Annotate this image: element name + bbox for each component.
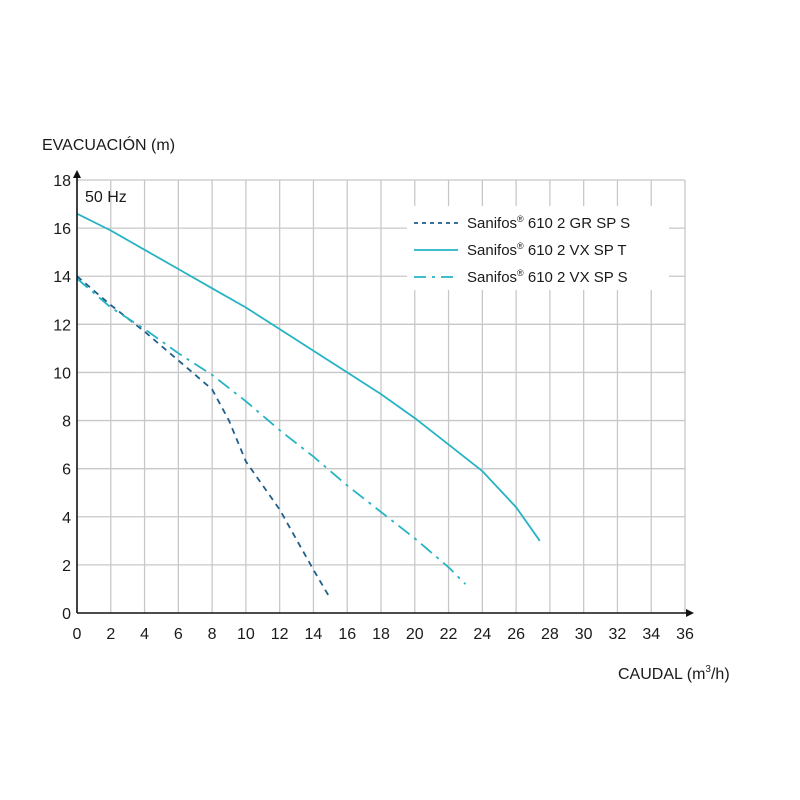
legend-label-2-sup: ® <box>517 268 524 278</box>
legend-label-0-sup: ® <box>517 214 524 224</box>
y-tick-label-16: 16 <box>53 221 71 238</box>
x-axis-title: CAUDAL (m3/h) <box>618 664 730 683</box>
x-tick-label-28: 28 <box>541 626 559 643</box>
x-tick-label-36: 36 <box>676 626 694 643</box>
x-tick-label-26: 26 <box>507 626 525 643</box>
legend-label-2-main: Sanifos <box>467 269 517 286</box>
y-tick-label-14: 14 <box>53 269 71 286</box>
x-tick-label-18: 18 <box>372 626 390 643</box>
legend-box <box>407 206 669 290</box>
x-tick-label-30: 30 <box>575 626 593 643</box>
y-tick-label-18: 18 <box>53 173 71 190</box>
series-line-2 <box>76 277 467 585</box>
legend-label-0-main: Sanifos <box>467 215 517 232</box>
x-tick-label-10: 10 <box>237 626 255 643</box>
legend-label-vx-sp-s: Sanifos® 610 2 VX SP S <box>467 268 628 286</box>
frequency-annotation: 50 Hz <box>85 189 127 206</box>
legend-label-1-rest: 610 2 VX SP T <box>524 242 627 259</box>
x-tick-label-2: 2 <box>106 626 115 643</box>
legend-label-gr-sp-s: Sanifos® 610 2 GR SP S <box>467 214 630 232</box>
x-tick-label-22: 22 <box>440 626 458 643</box>
x-tick-label-12: 12 <box>271 626 289 643</box>
y-tick-label-10: 10 <box>53 365 71 382</box>
x-tick-label-34: 34 <box>642 626 660 643</box>
x-tick-label-0: 0 <box>73 626 82 643</box>
y-tick-label-4: 4 <box>62 510 71 527</box>
series-layer <box>76 212 541 600</box>
y-tick-label-6: 6 <box>62 462 71 479</box>
legend-label-2-rest: 610 2 VX SP S <box>524 269 628 286</box>
legend-label-1-sup: ® <box>517 241 524 251</box>
x-axis-title-main: CAUDAL (m <box>618 666 705 683</box>
x-tick-label-4: 4 <box>140 626 149 643</box>
x-tick-label-6: 6 <box>174 626 183 643</box>
series-line-1 <box>76 212 541 542</box>
x-axis-title-sup: 3 <box>705 664 711 675</box>
x-axis-arrow <box>686 609 694 617</box>
legend: Sanifos® 610 2 GR SP S Sanifos® 610 2 VX… <box>407 206 669 290</box>
legend-label-0-rest: 610 2 GR SP S <box>524 215 630 232</box>
y-tick-label-12: 12 <box>53 317 71 334</box>
y-tick-label-0: 0 <box>62 606 71 623</box>
y-tick-label-2: 2 <box>62 558 71 575</box>
x-tick-label-24: 24 <box>473 626 491 643</box>
x-tick-label-16: 16 <box>338 626 356 643</box>
x-tick-label-8: 8 <box>208 626 217 643</box>
y-axis-title: EVACUACIÓN (m) <box>42 135 175 154</box>
x-tick-label-20: 20 <box>406 626 424 643</box>
y-axis-arrow <box>73 170 81 178</box>
x-axis-title-end: /h) <box>711 666 730 683</box>
y-tick-label-8: 8 <box>62 414 71 431</box>
tick-labels: 0 2 4 6 8 10 12 14 16 18 20 22 24 26 28 30 32 34 360246810… <box>53 173 694 643</box>
x-tick-label-32: 32 <box>609 626 627 643</box>
legend-label-1-main: Sanifos <box>467 242 517 259</box>
x-tick-label-14: 14 <box>305 626 323 643</box>
legend-label-vx-sp-t: Sanifos® 610 2 VX SP T <box>467 241 627 259</box>
axes <box>73 170 694 617</box>
